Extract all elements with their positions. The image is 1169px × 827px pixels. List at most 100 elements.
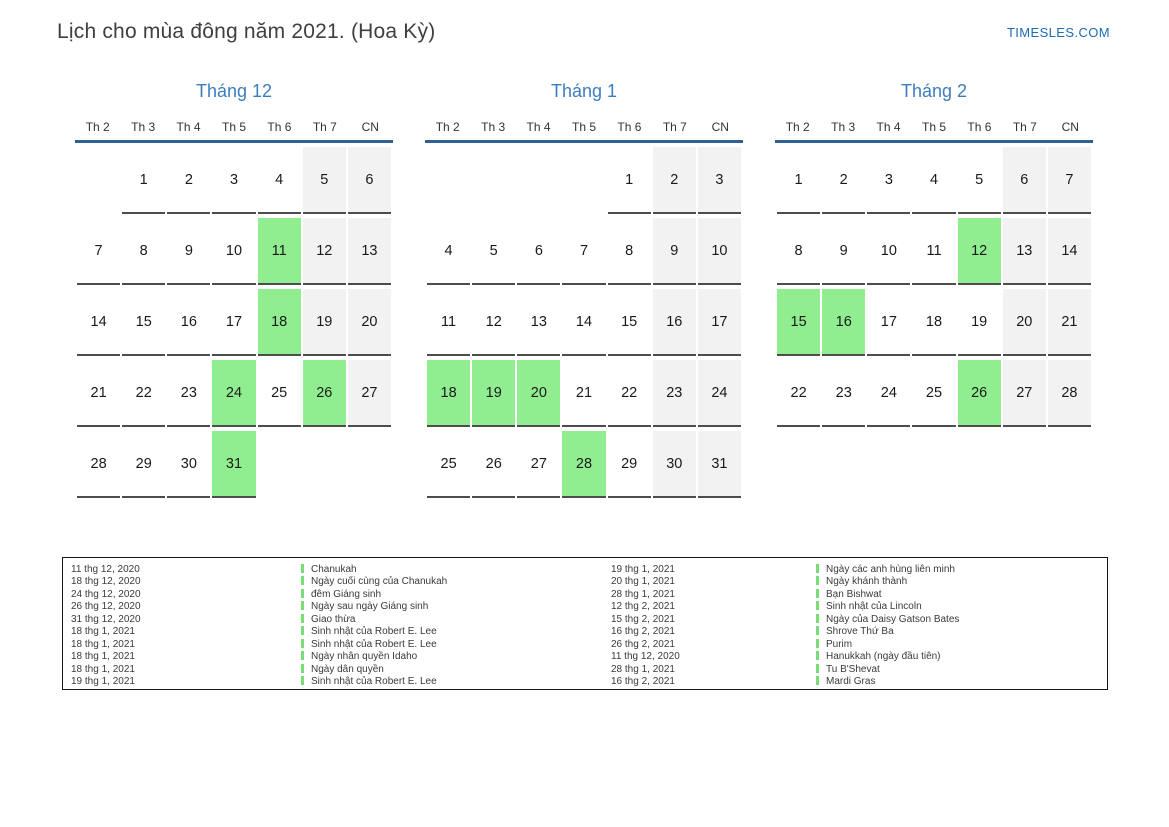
weekday-header: Th 3 xyxy=(131,120,156,134)
weekend-day-cell: 14 xyxy=(1047,218,1091,285)
day-cell: 15 xyxy=(607,289,651,356)
legend-date: 18 thg 1, 2021 xyxy=(71,651,135,663)
weekend-day-cell: 20 xyxy=(347,289,391,356)
weekday-header: Th 4 xyxy=(526,120,551,134)
month-title: Tháng 2 xyxy=(900,81,968,101)
week-row: 21 22 23 24 25 26 27 xyxy=(77,360,391,427)
holiday-day-cell: 26 xyxy=(957,360,1001,427)
legend-color-bar-icon xyxy=(301,588,304,598)
day-cell: 4 xyxy=(912,147,956,214)
weekday-header: CN xyxy=(711,120,729,134)
legend-event: Sinh nhật của Robert E. Lee xyxy=(301,638,603,651)
day-cell: 25 xyxy=(427,431,471,498)
legend-color-bar-icon xyxy=(301,626,304,636)
weekday-header: Th 4 xyxy=(176,120,201,134)
empty-cell xyxy=(77,147,120,214)
holiday-day-cell: 15 xyxy=(777,289,821,356)
day-cell: 29 xyxy=(607,431,651,498)
weekend-day-cell: 17 xyxy=(697,289,741,356)
day-cell: 7 xyxy=(77,218,121,285)
brand-link[interactable]: TIMESLES.COM xyxy=(1006,25,1110,40)
empty-cell xyxy=(258,431,301,498)
day-cell: 13 xyxy=(517,289,561,356)
weekend-day-cell: 6 xyxy=(1002,147,1046,214)
day-cell: 12 xyxy=(472,289,516,356)
legend-date: 18 thg 1, 2021 xyxy=(71,638,135,650)
day-cell: 9 xyxy=(167,218,211,285)
legend-row: 11 thg 12, 2020 Chanukah 19 thg 1, 2021 Ngà… xyxy=(63,564,1107,576)
empty-cell xyxy=(517,147,560,214)
month-grid: 1 2 3 4 5 6 7 8 9 10 11 12 13 14 15 16 17 18 19 20 21 22 23 24 2… xyxy=(75,143,393,502)
legend-date: 18 thg 1, 2021 xyxy=(71,626,135,638)
legend-color-bar-icon xyxy=(301,576,304,586)
legend-date: 31 thg 12, 2020 xyxy=(71,613,141,625)
weekday-header: Th 4 xyxy=(876,120,901,134)
weekday-header: Th 7 xyxy=(1012,120,1037,134)
legend-event: Purim xyxy=(816,638,1107,651)
legend-date: 19 thg 1, 2021 xyxy=(71,675,135,687)
weekend-day-cell: 27 xyxy=(347,360,391,427)
weekday-header: Th 2 xyxy=(785,120,810,134)
weekend-day-cell: 13 xyxy=(347,218,391,285)
holiday-day-cell: 18 xyxy=(427,360,471,427)
day-cell: 2 xyxy=(822,147,866,214)
legend-color-bar-icon xyxy=(301,613,304,623)
day-cell: 1 xyxy=(777,147,821,214)
empty-cell xyxy=(472,147,515,214)
weekend-day-cell: 12 xyxy=(302,218,346,285)
legend-event: Ngày của Daisy Gatson Bates xyxy=(816,613,1107,626)
legend-color-bar-icon xyxy=(301,564,304,573)
holiday-day-cell: 28 xyxy=(562,431,606,498)
legend-color-bar-icon xyxy=(816,638,819,648)
month-title: Tháng 12 xyxy=(195,81,273,101)
week-row: 25 26 27 28 29 30 31 xyxy=(427,431,741,498)
legend-event: Shrove Thứ Ba xyxy=(816,626,1107,638)
holiday-day-cell: 16 xyxy=(822,289,866,356)
legend-row: 24 thg 12, 2020 đêm Giáng sinh 28 thg 1, 2… xyxy=(63,588,1107,601)
day-cell: 8 xyxy=(122,218,166,285)
legend-row: 18 thg 1, 2021 Ngày dân quyền 28 thg 1, 20… xyxy=(63,663,1107,676)
day-cell: 30 xyxy=(167,431,211,498)
legend-color-bar-icon xyxy=(816,663,819,673)
legend-row: 18 thg 1, 2021 Ngày nhân quyền Idaho 11 th… xyxy=(63,651,1107,663)
day-cell: 1 xyxy=(122,147,166,214)
legend-date: 16 thg 2, 2021 xyxy=(611,626,675,638)
empty-cell xyxy=(303,431,346,498)
day-cell: 7 xyxy=(562,218,606,285)
legend-color-bar-icon xyxy=(301,663,304,673)
legend-box: 11 thg 12, 2020 Chanukah 19 thg 1, 2021 Ngà… xyxy=(62,557,1108,690)
legend-row: 18 thg 1, 2021 Sinh nhật của Robert E. Le… xyxy=(63,626,1107,638)
legend-event: Ngày sau ngày Giáng sinh xyxy=(301,601,603,613)
weekend-day-cell: 2 xyxy=(652,147,696,214)
day-cell: 18 xyxy=(912,289,956,356)
legend-date: 28 thg 1, 2021 xyxy=(611,588,675,600)
legend-event: Ngày nhân quyền Idaho xyxy=(301,651,603,663)
legend-color-bar-icon xyxy=(301,651,304,661)
day-cell: 11 xyxy=(912,218,956,285)
holiday-day-cell: 11 xyxy=(257,218,301,285)
weekday-header-row: Th 2 Th 3 Th 4 Th 5 Th 6 Th 7 CN xyxy=(75,120,393,143)
day-cell: 10 xyxy=(212,218,256,285)
legend-date: 19 thg 1, 2021 xyxy=(611,564,675,575)
legend-row: 31 thg 12, 2020 Giao thừa 15 thg 2, 2021 Ng… xyxy=(63,613,1107,626)
legend-event: Ngày dân quyền xyxy=(301,663,603,676)
day-cell: 5 xyxy=(472,218,516,285)
legend-date: 16 thg 2, 2021 xyxy=(611,675,675,687)
day-cell: 26 xyxy=(472,431,516,498)
holiday-day-cell: 18 xyxy=(257,289,301,356)
weekend-day-cell: 23 xyxy=(652,360,696,427)
legend-event: Tu B'Shevat xyxy=(816,663,1107,676)
legend-event: Hanukkah (ngày đầu tiên) xyxy=(816,651,1107,663)
legend-date: 20 thg 1, 2021 xyxy=(611,576,675,588)
day-cell: 29 xyxy=(122,431,166,498)
legend-color-bar-icon xyxy=(301,675,304,685)
day-cell: 21 xyxy=(562,360,606,427)
day-cell: 25 xyxy=(912,360,956,427)
legend-date: 28 thg 1, 2021 xyxy=(611,663,675,675)
weekday-header: Th 3 xyxy=(831,120,856,134)
legend-color-bar-icon xyxy=(816,601,819,611)
day-cell: 16 xyxy=(167,289,211,356)
